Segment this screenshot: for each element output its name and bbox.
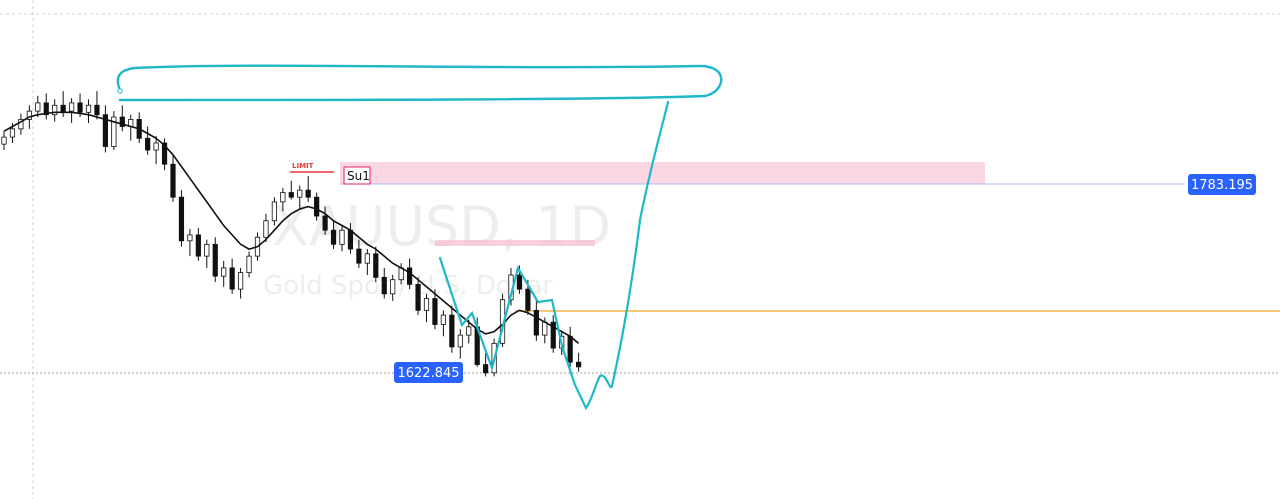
candle-bearish[interactable] — [60, 104, 66, 112]
candle-bullish[interactable] — [52, 104, 58, 116]
candle-bullish[interactable] — [457, 334, 463, 348]
candles-layer — [1, 91, 582, 377]
candle-bearish[interactable] — [567, 335, 573, 363]
price-tag-resistance[interactable]: 1783.195 — [1188, 174, 1256, 195]
price-tag-low[interactable]: 1622.845 — [394, 362, 463, 383]
candle-bearish[interactable] — [525, 288, 531, 311]
candle-bullish[interactable] — [466, 326, 472, 336]
price-tag-low-text: 1622.845 — [397, 366, 459, 381]
symbol-watermark: XAUUSD, 1D — [272, 195, 611, 258]
candle-bearish[interactable] — [381, 276, 387, 295]
candle-bullish[interactable] — [542, 321, 548, 336]
candle-bullish[interactable] — [204, 243, 210, 257]
candle-bullish[interactable] — [237, 272, 244, 290]
candle-bearish[interactable] — [550, 321, 556, 349]
candle-bearish[interactable] — [288, 192, 294, 198]
supply-zone-small[interactable] — [435, 240, 595, 246]
candle-bullish[interactable] — [153, 142, 159, 151]
drawing-anchor-handle[interactable] — [117, 88, 123, 94]
candle-bullish[interactable] — [9, 128, 16, 138]
candle-bearish[interactable] — [314, 196, 320, 217]
candle-bullish[interactable] — [187, 234, 193, 242]
moving-average-line[interactable] — [3, 111, 580, 345]
candle-bullish[interactable] — [246, 255, 252, 274]
candle-bearish[interactable] — [102, 114, 108, 147]
candle-bearish[interactable] — [432, 298, 438, 325]
candle-bullish[interactable] — [297, 189, 303, 198]
freehand-top-loop[interactable] — [116, 64, 723, 102]
price-tag-resistance-text: 1783.195 — [1191, 178, 1253, 193]
candle-bullish[interactable] — [26, 110, 32, 120]
candle-bullish[interactable] — [85, 104, 92, 113]
candle-bearish[interactable] — [483, 364, 489, 374]
candle-bearish[interactable] — [178, 196, 185, 242]
candle-bullish[interactable] — [390, 279, 396, 295]
supply-zone-su1[interactable] — [340, 162, 985, 184]
candle-bullish[interactable] — [1, 136, 7, 145]
candle-bullish[interactable] — [221, 267, 227, 277]
candle-bullish[interactable] — [263, 220, 269, 238]
candle-bearish[interactable] — [330, 229, 337, 245]
candle-bearish[interactable] — [576, 361, 582, 368]
candle-bearish[interactable] — [533, 309, 539, 336]
candle-bearish[interactable] — [516, 274, 523, 290]
candle-bearish[interactable] — [229, 267, 235, 290]
zone-label-text: Su1 — [347, 169, 370, 183]
freehand-projection-curve[interactable] — [438, 100, 670, 411]
candle-bearish[interactable] — [145, 137, 151, 151]
candle-bullish[interactable] — [111, 116, 117, 147]
candle-bullish[interactable] — [280, 192, 286, 203]
candle-bullish[interactable] — [364, 253, 370, 264]
candle-bearish[interactable] — [373, 253, 379, 278]
limit-order-marker[interactable]: LIMIT — [290, 162, 334, 173]
candle-bearish[interactable] — [94, 104, 100, 116]
candle-bearish[interactable] — [170, 163, 176, 198]
candle-bearish[interactable] — [119, 116, 125, 127]
candle-bearish[interactable] — [161, 142, 168, 165]
candle-bearish[interactable] — [449, 314, 455, 348]
candle-bearish[interactable] — [43, 102, 49, 116]
candle-bearish[interactable] — [212, 243, 218, 277]
candle-bullish[interactable] — [69, 102, 75, 112]
candle-bearish[interactable] — [77, 102, 83, 113]
candle-bullish[interactable] — [271, 201, 278, 222]
candle-bullish[interactable] — [440, 314, 447, 325]
candle-bullish[interactable] — [339, 229, 345, 245]
candle-bullish[interactable] — [35, 102, 41, 112]
zone-label-su1[interactable]: Su1 — [343, 166, 371, 185]
candle-bearish[interactable] — [356, 248, 362, 264]
candle-bullish[interactable] — [18, 119, 24, 130]
candle-bearish[interactable] — [305, 189, 311, 198]
limit-label: LIMIT — [292, 162, 314, 170]
candle-bearish[interactable] — [322, 215, 328, 231]
candle-bearish[interactable] — [347, 229, 354, 250]
candle-bullish[interactable] — [423, 298, 430, 311]
candle-bearish[interactable] — [406, 267, 413, 285]
candle-bearish[interactable] — [195, 234, 201, 257]
candle-bearish[interactable] — [415, 284, 421, 311]
